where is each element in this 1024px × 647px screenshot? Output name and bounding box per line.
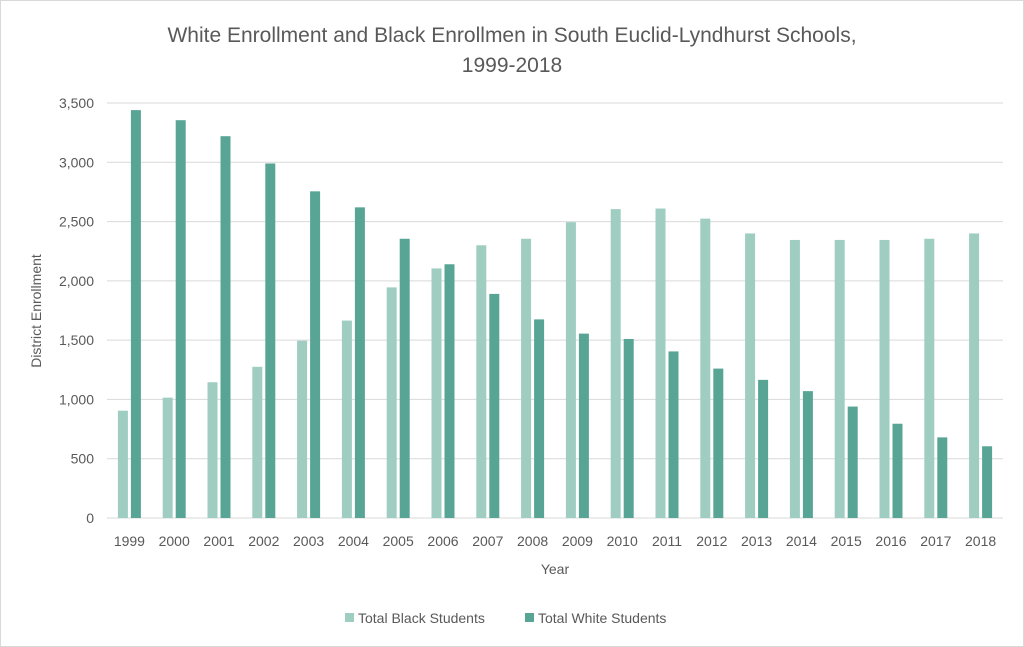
- x-tick-label: 2004: [338, 533, 369, 549]
- x-tick-label: 2018: [965, 533, 996, 549]
- x-tick-label: 1999: [114, 533, 145, 549]
- bar-black-2014: [789, 239, 800, 518]
- y-tick-label: 2,500: [59, 214, 94, 230]
- bar-black-2018: [969, 233, 980, 518]
- bar-black-2017: [924, 238, 935, 518]
- x-tick-label: 2008: [517, 533, 548, 549]
- chart-title-line1: White Enrollment and Black Enrollmen in …: [167, 24, 856, 47]
- legend-swatch: [525, 613, 534, 622]
- bar-white-2018: [982, 446, 993, 518]
- legend: Total Black Students Total White Students: [345, 610, 666, 626]
- bar-white-2010: [623, 338, 634, 518]
- x-axis-label: Year: [541, 561, 570, 577]
- bar-black-2006: [431, 268, 442, 518]
- x-tick-label: 2007: [472, 533, 503, 549]
- bar-white-2003: [310, 191, 321, 519]
- chart-title-line2: 1999-2018: [462, 54, 562, 77]
- bar-white-2008: [534, 319, 545, 518]
- x-tick-label: 2003: [293, 533, 324, 549]
- bar-white-2002: [265, 163, 276, 518]
- bar-black-2007: [476, 245, 487, 519]
- bar-black-2002: [252, 366, 263, 518]
- bar-white-2017: [937, 437, 948, 518]
- bar-black-2001: [207, 382, 218, 518]
- bar-black-2003: [297, 340, 308, 518]
- y-tick-label: 500: [71, 451, 95, 467]
- bar-black-1999: [117, 410, 128, 518]
- bar-white-2004: [354, 207, 365, 519]
- legend-label: Total White Students: [538, 610, 666, 626]
- x-tick-label: 2012: [696, 533, 727, 549]
- x-tick-label: 2005: [383, 533, 414, 549]
- bar-white-2009: [578, 333, 589, 518]
- x-tick-label: 2010: [607, 533, 638, 549]
- y-tick-label: 2,000: [59, 273, 94, 289]
- bar-white-2000: [175, 120, 186, 518]
- bar-black-2005: [386, 287, 397, 518]
- x-tick-label: 2011: [652, 533, 682, 549]
- x-tick-label: 2017: [920, 533, 951, 549]
- x-tick-label: 2015: [831, 533, 862, 549]
- y-axis-label: District Enrollment: [28, 254, 44, 368]
- x-tick-label: 2013: [741, 533, 772, 549]
- x-tick-label: 2009: [562, 533, 593, 549]
- bar-white-2001: [220, 136, 231, 518]
- legend-swatch: [345, 613, 354, 622]
- bar-white-2013: [758, 379, 769, 518]
- bar-white-2006: [444, 264, 455, 518]
- bar-black-2016: [879, 239, 890, 518]
- bar-white-2007: [489, 293, 500, 518]
- bar-white-2015: [847, 406, 858, 518]
- x-tick-label: 2002: [248, 533, 279, 549]
- x-tick-label: 2014: [786, 533, 817, 549]
- bar-black-2012: [700, 218, 711, 518]
- x-tick-label: 2001: [203, 533, 234, 549]
- bar-black-2015: [834, 239, 845, 518]
- y-tick-label: 3,500: [59, 95, 94, 111]
- y-tick-label: 0: [86, 510, 94, 526]
- bar-black-2000: [162, 397, 173, 518]
- x-tick-label: 2016: [875, 533, 906, 549]
- bar-white-2005: [399, 238, 410, 518]
- y-tick-label: 3,000: [59, 154, 94, 170]
- bar-white-2014: [802, 391, 813, 518]
- bar-white-2011: [668, 351, 679, 518]
- legend-label: Total Black Students: [358, 610, 485, 626]
- y-tick-label: 1,500: [59, 332, 94, 348]
- y-tick-label: 1,000: [59, 391, 94, 407]
- bar-white-2012: [713, 368, 724, 518]
- bar-black-2009: [565, 222, 576, 518]
- bar-white-1999: [130, 110, 141, 518]
- x-tick-label: 2000: [159, 533, 190, 549]
- bar-black-2004: [341, 320, 352, 518]
- bar-black-2008: [521, 238, 532, 518]
- bar-white-2016: [892, 423, 903, 518]
- bar-black-2013: [745, 233, 756, 518]
- x-tick-label: 2006: [427, 533, 458, 549]
- bar-black-2010: [610, 209, 621, 518]
- bar-black-2011: [655, 208, 666, 518]
